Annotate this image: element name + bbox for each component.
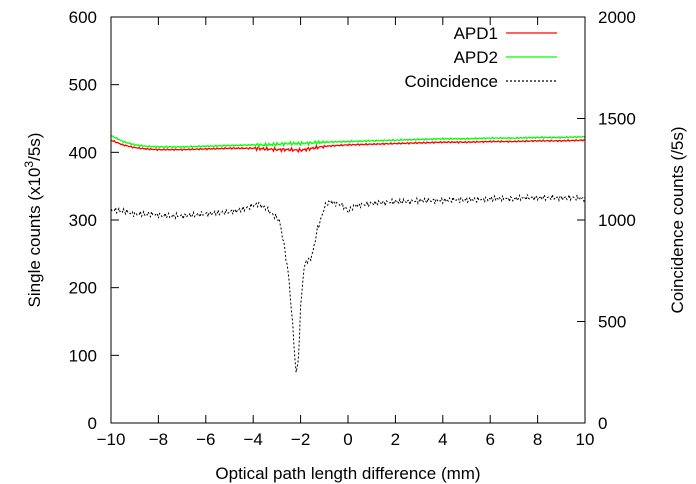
legend-label-coincidence: Coincidence <box>404 72 498 91</box>
legend-label-apd1: APD1 <box>454 24 498 43</box>
axis-ticks <box>110 16 586 424</box>
x-tick-label: 6 <box>485 430 494 449</box>
x-tick-label: −2 <box>291 430 310 449</box>
y-axis-left-label-superscript: 3 <box>22 161 36 168</box>
y-right-tick-label: 2000 <box>598 8 636 27</box>
legend-label-apd2: APD2 <box>454 48 498 67</box>
y-axis-right-label: Coincidence counts (/5s) <box>668 126 687 313</box>
series-line-coincidence <box>110 192 586 373</box>
y-left-tick-label: 300 <box>69 211 97 230</box>
y-left-tick-label: 0 <box>88 414 97 433</box>
x-tick-label: 4 <box>438 430 447 449</box>
plot-series <box>110 134 586 373</box>
y-right-tick-label: 0 <box>598 414 607 433</box>
x-tick-label: 0 <box>343 430 352 449</box>
x-tick-label: −8 <box>149 430 168 449</box>
x-axis-label: Optical path length difference (mm) <box>215 464 480 483</box>
legend: APD1 APD2 Coincidence <box>404 24 557 91</box>
x-tick-label: 2 <box>391 430 400 449</box>
x-tick-label: −10 <box>97 430 126 449</box>
y-axis-left-label: Single counts (x103/5s) <box>22 133 44 308</box>
x-tick-label: −4 <box>244 430 263 449</box>
y-left-tick-label: 200 <box>69 279 97 298</box>
tick-labels: −10 −8 −6 −4 −2 0 2 4 6 8 100100200300400500600050… <box>69 8 636 449</box>
y-right-tick-label: 500 <box>598 313 626 332</box>
y-left-tick-label: 500 <box>69 76 97 95</box>
y-axis-left-label-tail: /5s) <box>25 133 44 161</box>
series-line-apd2 <box>110 134 586 149</box>
y-right-tick-label: 1500 <box>598 110 636 129</box>
x-tick-label: −6 <box>196 430 215 449</box>
y-right-tick-label: 1000 <box>598 211 636 230</box>
y-left-tick-label: 100 <box>69 346 97 365</box>
x-tick-label: 10 <box>576 430 595 449</box>
y-axis-left-label-main: Single counts (x10 <box>25 168 44 308</box>
y-left-tick-label: 400 <box>69 143 97 162</box>
series-line-apd1 <box>110 138 585 154</box>
x-tick-label: 8 <box>533 430 542 449</box>
y-left-tick-label: 600 <box>69 8 97 27</box>
